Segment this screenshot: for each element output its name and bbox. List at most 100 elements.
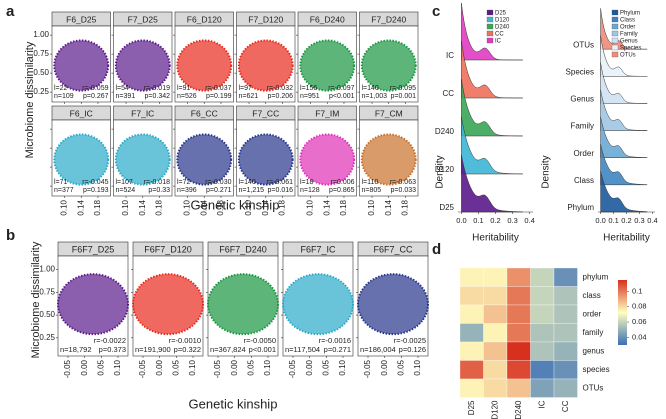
point-cloud xyxy=(53,133,110,186)
x-tick-label: 0.4 xyxy=(524,216,534,225)
x-tick-label: 0.10 xyxy=(244,199,253,215)
heat-cell xyxy=(459,323,484,343)
heat-cell xyxy=(553,286,578,306)
y-axis-title: Density xyxy=(435,155,446,188)
stat: r=-0.061 xyxy=(267,179,293,186)
row-label: OTUs xyxy=(583,383,604,392)
point-cloud xyxy=(237,39,294,92)
legend-label: Class xyxy=(620,18,635,24)
stat: r=-0.030 xyxy=(205,179,231,186)
stat: n=18,792 xyxy=(60,345,92,354)
heat-cell xyxy=(506,341,531,361)
stat: l=18 xyxy=(300,179,314,186)
heat-cell xyxy=(553,341,578,361)
stat: p=0.033 xyxy=(391,187,417,194)
y-tick-label: 0.25 xyxy=(33,87,49,96)
stat: p=0.193 xyxy=(83,187,109,194)
legend-label: Family xyxy=(620,32,638,38)
stat: l=110 xyxy=(362,179,379,186)
point-cloud xyxy=(53,39,110,92)
y-tick-label: 0.50 xyxy=(33,68,49,77)
density-ridge xyxy=(461,78,523,137)
x-tick-label: 0.00 xyxy=(230,359,239,375)
facet-title: F7_D25 xyxy=(128,14,159,24)
stat: r=0.006 xyxy=(331,179,355,186)
ridge-label: OTUs xyxy=(573,40,594,49)
x-tick-label: 0.14 xyxy=(384,199,393,215)
heat-cell xyxy=(530,341,555,361)
x-tick-label: 0.14 xyxy=(322,199,331,215)
x-tick-label: -0.05 xyxy=(213,359,222,378)
heat-cell xyxy=(483,304,508,324)
stat: n=109 xyxy=(54,93,74,100)
x-tick-label: 0.10 xyxy=(306,199,315,215)
point-cloud xyxy=(176,133,233,186)
stat: l=91 xyxy=(177,85,191,92)
legend-label: Genus xyxy=(620,39,638,45)
heat-cell xyxy=(506,323,531,343)
row-label: phylum xyxy=(583,272,609,281)
stat: n=117,504 xyxy=(285,345,320,354)
stat: l=140 xyxy=(362,85,379,92)
x-tick-label: 0.18 xyxy=(216,199,225,215)
column-label: CC xyxy=(561,400,570,412)
stat: r=-0.0025 xyxy=(394,336,426,345)
facet-title: F6_CC xyxy=(191,108,218,118)
density-ridge xyxy=(461,2,523,61)
stat: l=107 xyxy=(116,179,133,186)
panel-label: b xyxy=(6,227,15,244)
legend-swatch xyxy=(611,51,619,58)
x-axis-title: Genetic kinship xyxy=(191,197,280,212)
x-tick-label: 0.18 xyxy=(339,199,348,215)
x-tick-label: 0.00 xyxy=(380,359,389,375)
stat: r=-0.0016 xyxy=(319,336,351,345)
facet-title: F6F7_CC xyxy=(373,244,413,254)
heat-cell xyxy=(483,267,508,287)
legend-swatch xyxy=(611,16,619,23)
stat: r=-0.0050 xyxy=(244,336,276,345)
density-ridge xyxy=(600,8,648,50)
legend-swatch xyxy=(611,9,619,16)
stat: n=377 xyxy=(54,187,74,194)
row-label: genus xyxy=(583,346,605,355)
facet-title: F6_D25 xyxy=(66,14,97,24)
y-axis-title: Microbiome dissimilarity xyxy=(24,41,36,158)
point-cloud xyxy=(360,39,417,92)
density-ridge xyxy=(600,35,648,77)
stat: r=-0.0010 xyxy=(169,336,201,345)
x-tick-label: 0.14 xyxy=(199,199,208,215)
x-tick-label: 0.00 xyxy=(305,359,314,375)
stat: p=0.33 xyxy=(148,187,170,194)
heat-cell xyxy=(506,286,531,306)
x-tick-label: 0.1 xyxy=(608,216,618,225)
heat-cell xyxy=(530,360,555,380)
density-ridge xyxy=(600,171,649,213)
x-tick-label: 0.18 xyxy=(155,199,164,215)
heat-cell xyxy=(459,304,484,324)
stat: l=97 xyxy=(239,85,253,92)
facet-title: F7_D240 xyxy=(371,14,406,24)
heat-cell xyxy=(553,304,578,324)
x-tick-label: 0.18 xyxy=(93,199,102,215)
column-label: D240 xyxy=(514,400,523,419)
ridge-label: Order xyxy=(574,149,595,158)
heat-cell xyxy=(530,267,555,287)
heat-cell xyxy=(459,267,484,287)
point-cloud xyxy=(57,273,129,336)
stat: p=0.342 xyxy=(145,93,171,100)
legend-label: D120 xyxy=(495,18,510,24)
point-cloud xyxy=(357,273,429,336)
x-axis-title: Heritability xyxy=(603,233,650,244)
stat: r=-0.037 xyxy=(205,85,231,92)
stat: l=156 xyxy=(300,85,317,92)
ridge-label: D25 xyxy=(439,203,454,212)
facet-title: F6F7_D25 xyxy=(72,244,115,254)
legend-swatch xyxy=(486,16,494,23)
colorbar-label: 0.08 xyxy=(632,302,647,311)
stat: r=-0.045 xyxy=(82,179,108,186)
x-tick-label: 0.10 xyxy=(263,359,272,375)
stat: n=128 xyxy=(300,187,320,194)
legend-swatch xyxy=(611,30,619,37)
heat-cell xyxy=(530,286,555,306)
